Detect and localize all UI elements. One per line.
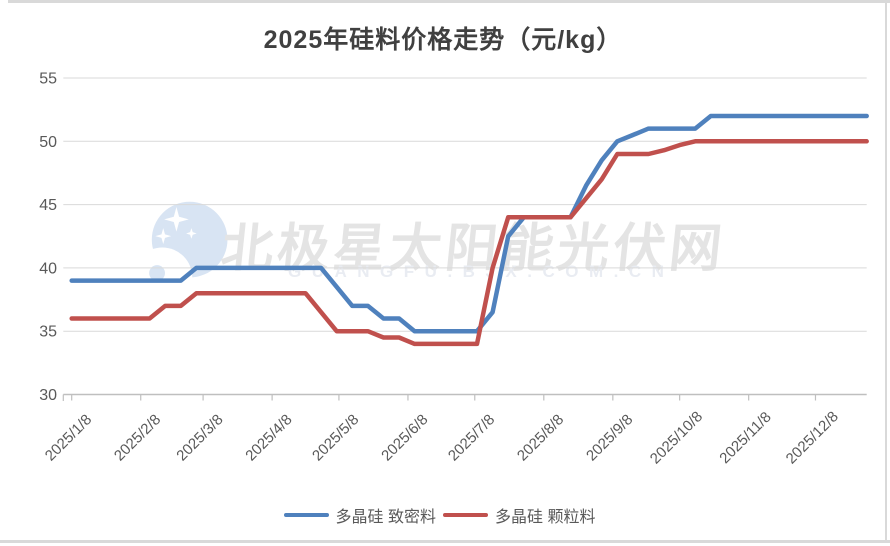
x-axis-label: 2025/6/8 — [378, 411, 431, 464]
y-axis-label: 55 — [39, 71, 57, 88]
y-axis-label: 50 — [39, 134, 57, 151]
legend-item-granular: 多晶硅 颗粒料 — [443, 503, 602, 527]
legend-label: 多晶硅 颗粒料 — [495, 509, 596, 526]
table-border-top — [8, 0, 890, 3]
x-axis-label: 2025/7/8 — [445, 411, 498, 464]
legend-label: 多晶硅 致密料 — [335, 509, 436, 526]
x-axis-label: 2025/12/8 — [783, 408, 842, 467]
x-axis-label: 2025/3/8 — [173, 411, 226, 464]
series-line-dense — [69, 113, 869, 334]
series-line-granular — [69, 139, 869, 347]
x-axis-label: 2025/1/8 — [42, 411, 95, 464]
x-axis-label: 2025/4/8 — [242, 411, 295, 464]
y-axis-label: 40 — [39, 260, 57, 277]
x-axis-label: 2025/11/8 — [716, 409, 774, 467]
y-axis-label: 45 — [39, 197, 57, 214]
legend-swatch-blue — [283, 512, 329, 518]
chart-title: 2025年硅料价格走势（元/kg） — [263, 26, 623, 54]
table-border-right — [885, 0, 887, 543]
x-axis-label: 2025/9/8 — [583, 411, 636, 464]
y-axis-label: 35 — [39, 324, 57, 341]
chart-legend: 多晶硅 致密料 多晶硅 颗粒料 — [0, 503, 886, 527]
legend-swatch-red — [443, 512, 488, 518]
x-axis-label: 2025/10/8 — [647, 408, 706, 467]
y-axis-label: 30 — [39, 387, 57, 404]
x-axis-label: 2025/8/8 — [514, 411, 567, 464]
x-axis-label: 2025/5/8 — [309, 411, 362, 464]
legend-item-dense: 多晶硅 致密料 — [283, 503, 443, 527]
x-axis-label: 2025/2/8 — [111, 411, 164, 464]
table-border-bottom — [0, 540, 890, 543]
